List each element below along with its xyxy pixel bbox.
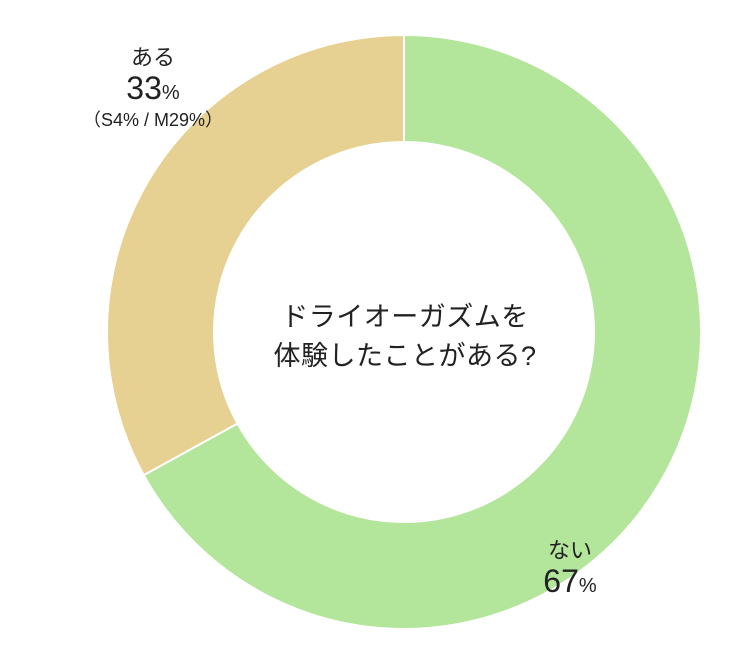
chart-stage: ドライオーガズムを 体験したことがある? ない 67% ある 33% （S4% … <box>0 0 750 661</box>
slice-pct-unit-no: % <box>579 575 597 597</box>
center-title-line2: 体験したことがある? <box>273 341 536 371</box>
slice-sub-yes: （S4% / M29%） <box>43 109 263 132</box>
slice-pct-no: 67% <box>490 563 650 600</box>
slice-pct-num-no: 67 <box>543 563 579 599</box>
slice-name-yes: ある <box>43 45 263 70</box>
center-title-line1: ドライオーガズムを <box>281 302 529 332</box>
slice-name-no: ない <box>490 538 650 563</box>
slice-label-yes: ある 33% （S4% / M29%） <box>43 45 263 132</box>
chart-center-title: ドライオーガズムを 体験したことがある? <box>260 298 550 376</box>
slice-label-no: ない 67% <box>490 538 650 600</box>
slice-pct-num-yes: 33 <box>126 70 162 106</box>
slice-pct-yes: 33% <box>43 70 263 107</box>
slice-pct-unit-yes: % <box>162 82 180 104</box>
